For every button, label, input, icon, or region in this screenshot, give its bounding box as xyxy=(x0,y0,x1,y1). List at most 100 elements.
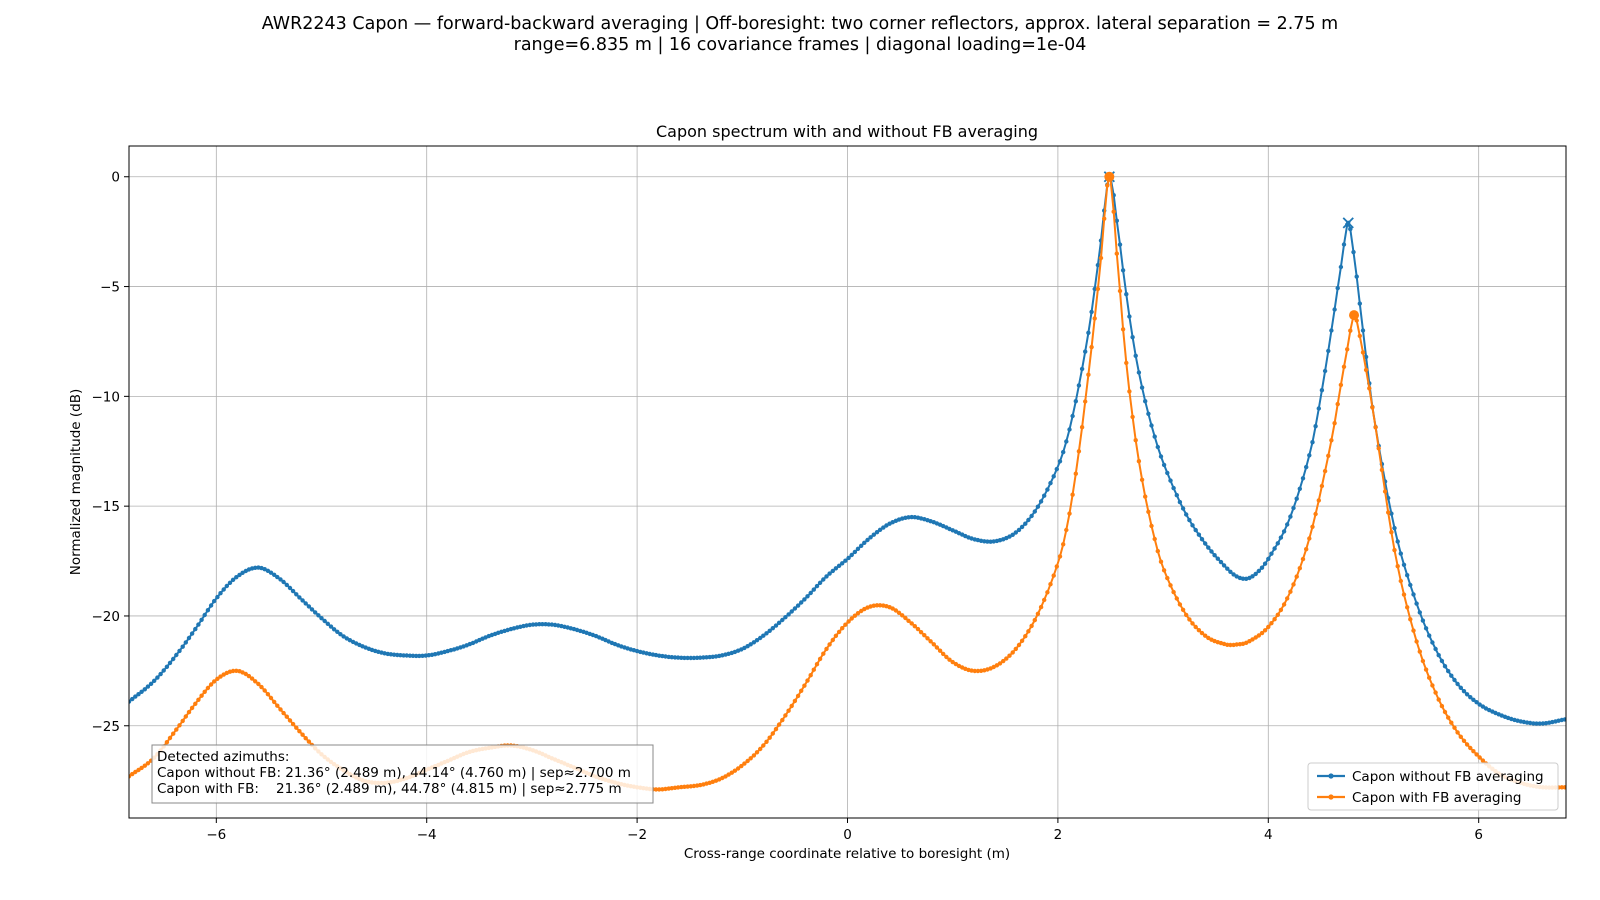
data-point xyxy=(278,707,283,712)
data-point xyxy=(335,629,340,634)
peak-marker xyxy=(1342,217,1354,229)
data-point xyxy=(827,642,832,647)
series-line xyxy=(129,175,1566,725)
data-point xyxy=(133,769,138,775)
data-point xyxy=(1288,589,1293,594)
data-point xyxy=(735,766,741,771)
x-tick-label: −2 xyxy=(627,827,647,843)
data-point xyxy=(1345,347,1350,352)
data-point xyxy=(1423,626,1429,631)
data-point xyxy=(881,525,886,530)
data-point xyxy=(1010,650,1015,655)
data-point xyxy=(230,668,236,674)
data-point xyxy=(1348,328,1353,333)
data-point xyxy=(1064,439,1069,444)
data-point xyxy=(1013,646,1018,652)
data-point xyxy=(1130,414,1135,420)
data-point xyxy=(1446,668,1451,674)
data-point xyxy=(1313,424,1318,429)
data-point xyxy=(817,580,823,585)
data-point xyxy=(306,604,312,609)
data-point xyxy=(1105,183,1110,188)
data-point xyxy=(1016,527,1022,533)
data-point xyxy=(309,607,315,612)
data-point xyxy=(1158,454,1164,459)
data-point xyxy=(1329,438,1334,443)
data-point xyxy=(874,603,880,608)
data-point xyxy=(180,718,185,724)
data-point xyxy=(158,671,163,677)
data-point xyxy=(1215,556,1221,561)
data-point xyxy=(1405,605,1410,610)
data-point xyxy=(1124,360,1129,366)
data-point xyxy=(1196,532,1202,537)
data-point xyxy=(1042,597,1047,603)
data-point xyxy=(1329,328,1334,333)
data-point xyxy=(167,660,173,666)
data-point xyxy=(688,655,693,661)
data-point xyxy=(268,570,274,575)
data-point xyxy=(836,629,842,635)
data-point xyxy=(1165,470,1170,476)
data-point xyxy=(824,574,829,579)
data-point xyxy=(1278,535,1284,540)
data-point xyxy=(1354,274,1359,279)
chart-title: Capon spectrum with and without FB avera… xyxy=(656,122,1038,141)
data-point xyxy=(754,638,760,643)
data-point xyxy=(1281,602,1287,607)
data-point xyxy=(1439,658,1445,664)
data-point xyxy=(871,532,876,537)
data-point xyxy=(767,628,772,633)
data-point xyxy=(1032,509,1038,514)
data-point xyxy=(313,610,318,615)
data-point xyxy=(1423,667,1429,672)
data-point xyxy=(164,740,170,745)
data-point xyxy=(1174,493,1180,498)
data-point xyxy=(1250,637,1255,642)
data-point xyxy=(1155,548,1161,554)
series-layer xyxy=(129,171,1566,792)
data-point xyxy=(900,613,905,618)
data-point xyxy=(675,785,681,790)
x-tick-label: −6 xyxy=(206,827,226,843)
data-point xyxy=(840,561,845,566)
data-point xyxy=(698,655,703,660)
data-point xyxy=(1297,486,1303,491)
data-point xyxy=(805,594,810,599)
data-point xyxy=(792,606,798,611)
data-point xyxy=(1079,425,1085,430)
data-point xyxy=(1038,499,1044,504)
data-point xyxy=(780,717,785,723)
data-point xyxy=(196,622,201,627)
data-point xyxy=(751,640,757,645)
data-point xyxy=(805,678,810,683)
data-point xyxy=(1190,523,1195,528)
data-point xyxy=(1086,372,1091,377)
data-point xyxy=(1023,634,1028,639)
data-point xyxy=(1313,511,1318,517)
legend-marker xyxy=(1328,794,1334,800)
data-point xyxy=(1203,541,1208,546)
data-point xyxy=(937,648,943,653)
legend-box xyxy=(1307,762,1559,811)
data-point xyxy=(174,727,179,732)
legend: Capon without FB averaging Capon with FB… xyxy=(1307,762,1559,811)
data-point xyxy=(1114,218,1120,223)
data-point xyxy=(142,687,147,692)
data-point xyxy=(1341,364,1347,369)
data-point xyxy=(1083,399,1088,404)
data-point xyxy=(1212,553,1217,558)
data-point xyxy=(240,570,245,575)
data-point xyxy=(1474,700,1479,705)
data-point xyxy=(294,725,299,730)
data-point xyxy=(840,626,845,631)
data-point xyxy=(1281,529,1287,534)
data-point xyxy=(1458,685,1464,690)
data-point xyxy=(918,630,924,635)
data-point xyxy=(1114,251,1120,256)
data-point xyxy=(1133,353,1138,358)
data-point xyxy=(944,654,949,660)
data-point xyxy=(663,786,668,792)
detected-azimuths-annotation: Detected azimuths: Capon without FB: 21.… xyxy=(151,744,654,804)
